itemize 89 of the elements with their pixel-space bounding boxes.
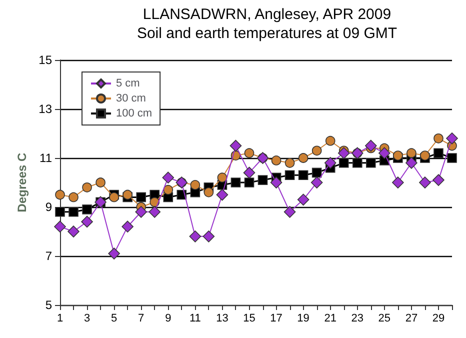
point xyxy=(420,150,430,160)
point xyxy=(122,220,134,232)
point xyxy=(150,197,160,207)
point xyxy=(434,148,444,158)
point xyxy=(284,206,296,218)
point xyxy=(393,150,403,160)
y-tick-label: 15 xyxy=(38,53,52,67)
x-tick-label: 17 xyxy=(270,312,282,324)
legend-label: 30 cm xyxy=(116,92,146,104)
y-tick-label: 7 xyxy=(45,249,52,263)
point xyxy=(284,170,295,180)
point xyxy=(338,147,350,159)
point xyxy=(230,140,242,152)
point xyxy=(55,190,65,200)
point xyxy=(217,172,228,182)
point xyxy=(189,230,202,242)
point xyxy=(258,175,268,185)
point xyxy=(378,147,390,159)
point xyxy=(244,178,254,188)
point xyxy=(190,180,200,190)
point xyxy=(325,136,336,146)
point xyxy=(230,178,241,188)
point xyxy=(216,188,228,201)
point xyxy=(446,132,458,144)
point xyxy=(108,248,120,260)
x-tick-label: 29 xyxy=(432,312,445,324)
point xyxy=(447,153,457,163)
x-tick-label: 1 xyxy=(56,312,64,324)
point xyxy=(432,174,444,186)
chart-title: LLANSADWRN, Anglesey, APR 2009 xyxy=(142,6,392,23)
point xyxy=(244,148,254,158)
point xyxy=(338,158,349,168)
point xyxy=(406,148,416,158)
point xyxy=(434,134,444,144)
point xyxy=(54,220,66,232)
y-tick-label: 5 xyxy=(45,298,52,312)
point xyxy=(392,176,404,188)
legend-label: 5 cm xyxy=(116,78,140,90)
chart-subtitle: Soil and earth temperatures at 09 GMT xyxy=(136,25,398,42)
point xyxy=(352,158,362,168)
point xyxy=(55,207,65,217)
point xyxy=(202,230,215,242)
point xyxy=(243,166,256,179)
x-tick-label: 15 xyxy=(243,312,256,324)
point xyxy=(163,184,174,195)
point xyxy=(81,216,93,228)
point xyxy=(312,168,322,178)
point xyxy=(310,176,323,188)
x-tick-label: 5 xyxy=(111,312,118,324)
point xyxy=(204,187,214,198)
x-tick-label: 23 xyxy=(351,312,364,324)
point xyxy=(122,190,132,200)
point xyxy=(419,176,431,188)
x-tick-label: 21 xyxy=(324,312,336,324)
x-tick-label: 25 xyxy=(378,312,391,324)
y-tick-label: 11 xyxy=(40,151,52,165)
y-tick-label: 9 xyxy=(45,200,52,214)
point xyxy=(68,226,80,238)
point xyxy=(270,176,282,188)
point xyxy=(298,170,308,180)
point xyxy=(312,146,322,156)
point xyxy=(68,192,78,202)
point xyxy=(82,204,92,214)
x-tick-label: 3 xyxy=(84,312,90,324)
point xyxy=(148,206,161,218)
point xyxy=(68,207,78,217)
point xyxy=(364,140,377,152)
point xyxy=(324,157,336,169)
point xyxy=(366,158,376,168)
x-tick-label: 9 xyxy=(165,312,172,324)
point xyxy=(298,153,308,163)
point xyxy=(136,192,146,202)
x-tick-label: 7 xyxy=(138,312,144,324)
x-tick-label: 19 xyxy=(297,312,310,324)
x-tick-label: 27 xyxy=(405,312,418,324)
point xyxy=(271,156,282,166)
point xyxy=(96,178,106,188)
point xyxy=(82,182,92,192)
x-tick-label: 11 xyxy=(189,312,201,324)
x-tick-label: 13 xyxy=(216,312,228,324)
point xyxy=(135,206,148,218)
point xyxy=(406,157,418,169)
point xyxy=(284,158,295,168)
legend-label: 100 cm xyxy=(116,108,152,120)
y-tick-label: 13 xyxy=(38,102,52,116)
point xyxy=(109,192,119,202)
point xyxy=(162,172,174,184)
point xyxy=(297,194,310,206)
y-axis-title: Degrees C xyxy=(14,152,29,212)
